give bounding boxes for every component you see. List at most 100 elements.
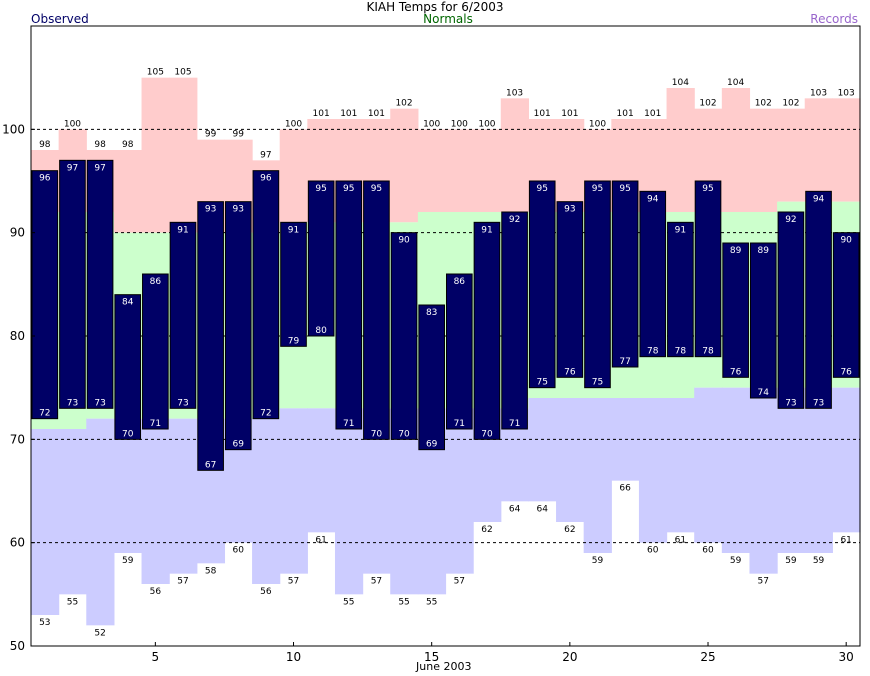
observed-high-label: 95 [702,184,713,194]
observed-high-label: 91 [675,225,686,235]
observed-bar [694,180,722,358]
record-high-band [279,129,308,223]
observed-bar [805,190,832,409]
observed-bar [197,201,224,471]
record-high-label: 101 [313,109,330,119]
observed-low-label: 70 [398,429,410,439]
record-high-band [445,129,474,212]
x-tick-label: 25 [700,650,715,664]
record-low-label: 57 [454,577,465,587]
observed-high-label: 93 [564,205,575,215]
x-tick-label: 15 [424,650,439,664]
observed-high-label: 97 [67,163,78,173]
observed-low-label: 72 [260,409,271,419]
record-low-label: 66 [619,484,631,494]
y-tick-label: 100 [2,122,25,136]
record-low-band [169,418,198,574]
record-high-band [500,98,529,212]
record-low-band [556,398,585,522]
observed-high-label: 95 [371,184,382,194]
record-low-label: 64 [536,504,548,514]
observed-low-label: 73 [94,398,105,408]
record-high-label: 98 [122,140,134,150]
observed-low-label: 73 [177,398,188,408]
record-high-label: 101 [534,109,551,119]
record-low-band [279,408,308,574]
observed-bar [86,159,114,409]
record-high-label: 100 [478,119,495,129]
record-low-label: 57 [758,577,769,587]
observed-low-label: 78 [675,347,687,357]
observed-bar [777,211,805,409]
record-low-label: 61 [840,535,851,545]
observed-bar [722,242,749,378]
observed-low-label: 74 [758,388,770,398]
grid-lines [31,128,860,544]
record-low-label: 60 [647,546,659,556]
observed-bar [749,242,777,399]
observed-high-label: 89 [758,246,770,256]
legend-records-label: Records [810,12,858,26]
record-low-label: 53 [39,618,50,628]
record-high-label: 101 [340,109,357,119]
record-high-label: 100 [423,119,440,129]
record-high-label: 100 [451,119,468,129]
record-low-label: 57 [371,577,382,587]
observed-low-label: 73 [785,398,796,408]
observed-low-label: 73 [67,398,78,408]
record-low-band [307,408,336,533]
observed-high-label: 96 [260,174,272,184]
observed-low-label: 70 [122,429,134,439]
record-high-band [556,119,585,212]
observed-high-label: 94 [813,194,825,204]
record-low-label: 60 [233,546,245,556]
record-high-label: 105 [174,68,191,78]
record-high-label: 97 [260,150,271,160]
record-low-band [528,398,557,502]
observed-high-label: 95 [619,184,630,194]
record-low-label: 55 [343,597,354,607]
record-high-label: 99 [205,130,217,140]
y-tick-label: 70 [10,432,25,446]
record-low-band [141,418,170,584]
observed-low-label: 72 [39,409,50,419]
observed-low-label: 76 [840,367,852,377]
observed-high-label: 92 [785,215,796,225]
record-low-label: 59 [592,556,604,566]
record-low-band [694,387,723,543]
record-high-label: 98 [39,140,51,150]
observed-bar [363,180,390,440]
observed-high-label: 97 [94,163,105,173]
record-low-band [832,387,861,533]
record-high-label: 101 [617,109,634,119]
chart-title: KIAH Temps for 6/2003 [366,0,504,14]
record-low-band [749,387,778,574]
observed-bar [224,201,252,451]
observed-high-label: 86 [454,277,466,287]
record-low-label: 60 [702,546,714,556]
observed-bar [528,180,556,389]
record-low-band [58,429,87,595]
observed-bars [31,159,860,471]
record-high-band [721,88,751,212]
record-low-band [638,398,668,543]
record-high-band [804,98,833,202]
observed-low-label: 75 [536,378,547,388]
record-low-band [334,408,364,595]
record-low-band [666,398,695,533]
observed-low-label: 75 [592,378,603,388]
record-low-label: 64 [509,504,521,514]
record-high-band [390,108,419,223]
observed-bar [114,294,142,440]
observed-bar [473,221,501,440]
record-high-label: 103 [810,88,827,98]
record-low-label: 62 [564,525,575,535]
record-low-label: 61 [315,535,326,545]
x-tick-label: 30 [839,650,854,664]
observed-bar [169,221,197,409]
y-tick-label: 90 [10,226,25,240]
record-low-label: 55 [67,597,78,607]
record-high-label: 104 [727,78,744,88]
observed-bar [390,232,418,440]
